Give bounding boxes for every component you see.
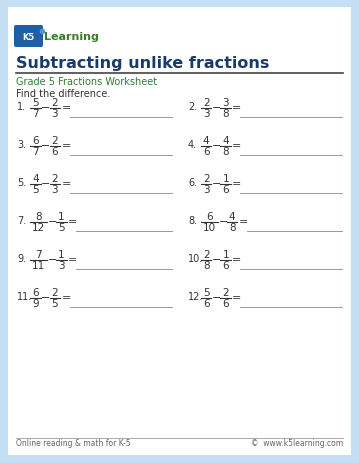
Text: =: =: [61, 103, 71, 113]
Text: 6: 6: [203, 299, 210, 309]
Text: −: −: [41, 103, 51, 113]
Text: 2: 2: [203, 174, 210, 184]
Text: 6.: 6.: [188, 178, 197, 188]
Text: −: −: [41, 292, 51, 302]
Text: 12: 12: [32, 223, 45, 233]
Text: =: =: [61, 292, 71, 302]
Text: −: −: [48, 255, 57, 264]
Text: 5: 5: [32, 185, 38, 195]
Text: −: −: [41, 141, 51, 150]
Text: 8: 8: [223, 147, 229, 157]
Text: =: =: [232, 179, 242, 188]
Text: 6: 6: [32, 136, 38, 146]
Text: 3: 3: [51, 109, 58, 119]
Text: K5: K5: [22, 32, 34, 41]
Text: −: −: [219, 217, 228, 226]
Text: =: =: [232, 141, 242, 150]
Text: 9: 9: [32, 299, 38, 309]
Text: 6: 6: [203, 147, 210, 157]
Text: 2: 2: [203, 250, 210, 260]
Text: 2: 2: [51, 174, 58, 184]
Text: Grade 5 Fractions Worksheet: Grade 5 Fractions Worksheet: [16, 77, 157, 87]
Text: −: −: [212, 141, 222, 150]
Text: 5: 5: [51, 299, 58, 309]
Text: 4: 4: [203, 136, 210, 146]
Text: 2.: 2.: [188, 102, 197, 112]
Text: =: =: [232, 292, 242, 302]
Text: Find the difference.: Find the difference.: [16, 89, 110, 99]
Text: 5: 5: [32, 98, 38, 108]
Text: −: −: [212, 103, 222, 113]
Text: 2: 2: [51, 288, 58, 298]
Text: 10.: 10.: [188, 253, 203, 263]
Text: 8: 8: [35, 212, 42, 222]
Text: 8.: 8.: [188, 216, 197, 225]
Text: 8: 8: [203, 261, 210, 271]
Text: 1: 1: [58, 212, 65, 222]
Text: 6: 6: [223, 261, 229, 271]
Text: =: =: [61, 179, 71, 188]
Text: 5: 5: [203, 288, 210, 298]
Text: 4: 4: [32, 174, 38, 184]
Text: 9.: 9.: [17, 253, 26, 263]
Text: Learning: Learning: [44, 32, 99, 42]
Text: 7: 7: [32, 109, 38, 119]
Text: 6: 6: [206, 212, 213, 222]
Text: 1: 1: [223, 250, 229, 260]
Text: 3: 3: [203, 109, 210, 119]
Text: =: =: [239, 217, 248, 226]
Text: 4: 4: [229, 212, 236, 222]
Text: 3: 3: [51, 185, 58, 195]
Text: 2: 2: [51, 98, 58, 108]
FancyBboxPatch shape: [14, 26, 43, 48]
Text: 7: 7: [35, 250, 42, 260]
Text: −: −: [41, 179, 51, 188]
Text: Subtracting unlike fractions: Subtracting unlike fractions: [16, 56, 269, 71]
Text: 5: 5: [58, 223, 65, 233]
Text: 5.: 5.: [17, 178, 26, 188]
Text: 2: 2: [203, 98, 210, 108]
Text: 6: 6: [223, 185, 229, 195]
Text: 1.: 1.: [17, 102, 26, 112]
Text: 12.: 12.: [188, 291, 204, 301]
Text: 11.: 11.: [17, 291, 32, 301]
Text: 3: 3: [58, 261, 65, 271]
Text: 2: 2: [223, 288, 229, 298]
Text: 1: 1: [223, 174, 229, 184]
Text: =: =: [232, 255, 242, 264]
Text: =: =: [61, 141, 71, 150]
Text: =: =: [232, 103, 242, 113]
Text: −: −: [212, 179, 222, 188]
Text: 4.: 4.: [188, 140, 197, 150]
Text: 6: 6: [32, 288, 38, 298]
Text: 11: 11: [32, 261, 45, 271]
Text: 6: 6: [223, 299, 229, 309]
Text: 6: 6: [51, 147, 58, 157]
Text: 1: 1: [58, 250, 65, 260]
Text: 3.: 3.: [17, 140, 26, 150]
Text: =: =: [68, 255, 77, 264]
Text: 10: 10: [203, 223, 216, 233]
Text: 2: 2: [51, 136, 58, 146]
Text: 8: 8: [229, 223, 236, 233]
Text: −: −: [48, 217, 57, 226]
Text: −: −: [212, 255, 222, 264]
Text: 7.: 7.: [17, 216, 26, 225]
Text: Online reading & math for K-5: Online reading & math for K-5: [16, 438, 131, 448]
Text: 3: 3: [203, 185, 210, 195]
Text: =: =: [68, 217, 77, 226]
Text: −: −: [212, 292, 222, 302]
Text: 4: 4: [223, 136, 229, 146]
Text: 7: 7: [32, 147, 38, 157]
Text: 8: 8: [223, 109, 229, 119]
Text: 3: 3: [223, 98, 229, 108]
Text: ©  www.k5learning.com: © www.k5learning.com: [251, 438, 343, 448]
